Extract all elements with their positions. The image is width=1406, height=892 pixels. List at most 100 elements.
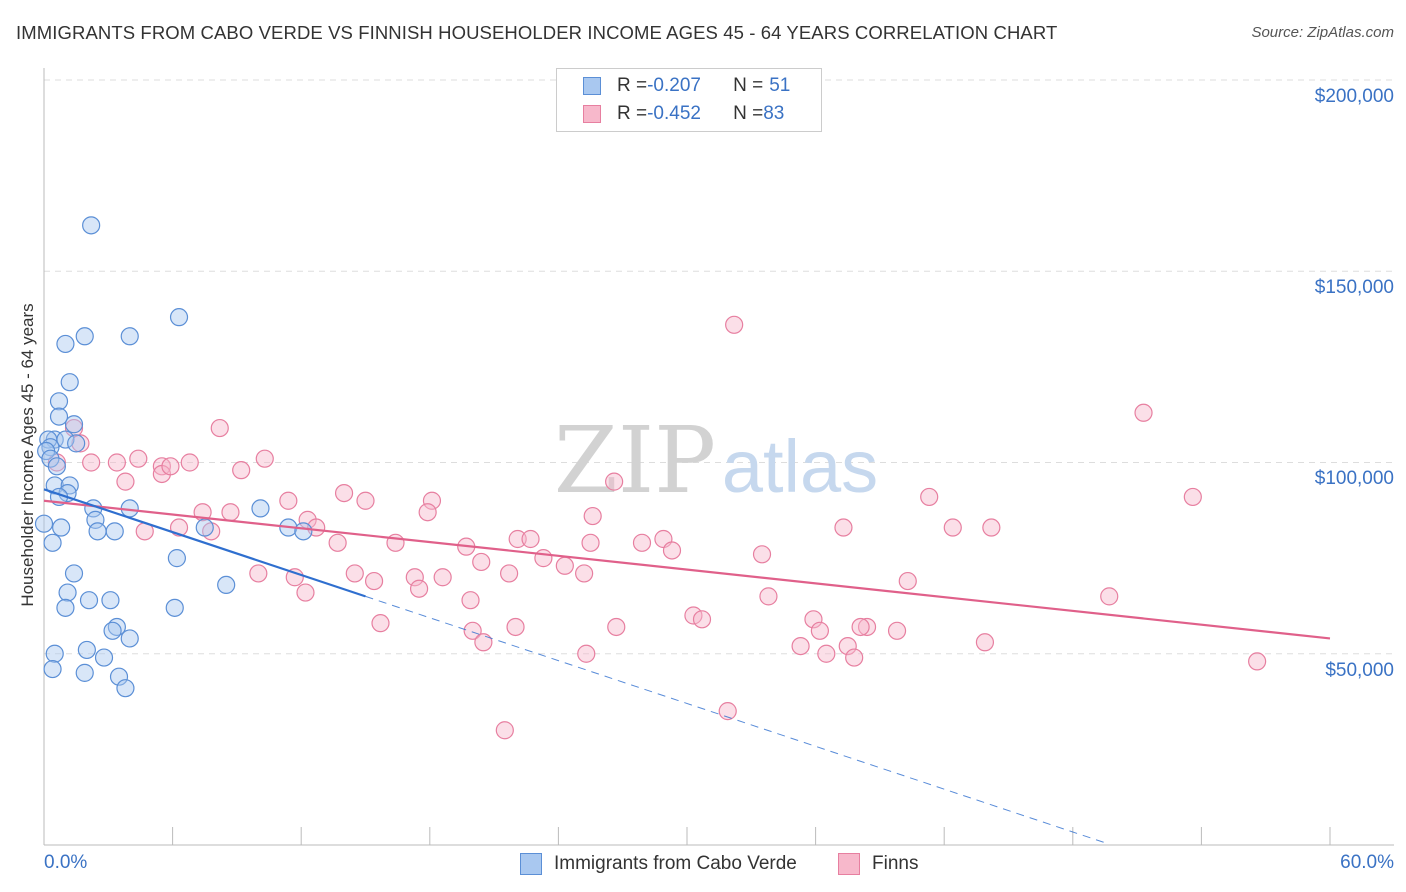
data-point (857, 617, 877, 637)
data-point (472, 552, 491, 572)
data-point (105, 522, 124, 541)
legend-item-cabo-verde: Immigrants from Cabo Verde (520, 852, 797, 876)
data-point (165, 598, 184, 617)
data-point (232, 461, 251, 480)
data-point (221, 503, 240, 522)
legend-swatch-blue (520, 853, 542, 875)
legend-swatch-blue (583, 77, 601, 95)
legend-row-finns: R = -0.452 N = 83 (583, 102, 784, 126)
data-point (328, 533, 347, 552)
y-tick-label: $150,000 (1314, 277, 1394, 298)
data-point (52, 518, 71, 537)
data-point (103, 621, 122, 640)
data-point (120, 327, 139, 346)
data-point (725, 315, 744, 334)
data-point (887, 621, 907, 640)
data-point (500, 564, 519, 583)
finns-trendline (43, 499, 1331, 640)
n-label: N = (733, 103, 764, 124)
data-point (58, 484, 77, 503)
data-point (180, 453, 199, 472)
data-point (583, 506, 602, 526)
gridlines (44, 79, 1394, 655)
data-point (120, 629, 139, 648)
data-point (810, 621, 829, 640)
x-tick-label-min: 0.0% (44, 852, 88, 873)
data-point (508, 529, 527, 549)
data-point (161, 457, 180, 476)
data-point (804, 610, 823, 629)
data-point (345, 564, 364, 583)
legend-swatch-pink (583, 105, 601, 123)
data-point (64, 564, 84, 583)
trendlines (43, 488, 1331, 844)
data-point (217, 575, 236, 595)
data-point (495, 721, 514, 740)
legend-swatch-pink (838, 853, 860, 875)
data-point (356, 491, 375, 510)
data-point (534, 549, 553, 568)
data-point (249, 564, 268, 583)
watermark-atlas: atlas (722, 425, 878, 508)
data-point (838, 636, 857, 656)
data-point (116, 472, 135, 491)
data-point (1183, 487, 1202, 507)
data-point (718, 702, 737, 721)
data-point (791, 636, 810, 656)
n-value: 83 (763, 103, 785, 124)
data-point (82, 216, 101, 235)
data-point (920, 487, 939, 507)
data-point (60, 373, 79, 392)
data-point (851, 617, 870, 637)
data-point (75, 327, 94, 346)
data-point (334, 484, 354, 503)
legend-label: Immigrants from Cabo Verde (554, 853, 797, 874)
legend-row-cabo-verde: R = -0.207 N = 51 (583, 74, 790, 98)
data-point (101, 591, 120, 610)
data-point (607, 617, 626, 637)
data-point (632, 533, 652, 552)
data-point (521, 529, 540, 549)
cabo-verde-points (34, 216, 313, 698)
data-point (575, 564, 594, 583)
data-point (581, 533, 600, 552)
data-point (43, 533, 62, 552)
data-point (49, 407, 69, 426)
data-point (1100, 587, 1119, 606)
data-point (58, 583, 77, 602)
watermark-zip: ZIP (554, 407, 716, 514)
data-point (45, 644, 64, 663)
data-point (71, 434, 90, 453)
data-point (34, 514, 54, 533)
data-point (943, 518, 962, 537)
data-point (251, 499, 270, 518)
data-point (577, 644, 596, 663)
source-label: Source: ZipAtlas.com (1251, 24, 1394, 41)
data-point (77, 640, 96, 660)
data-point (64, 415, 84, 434)
data-point (109, 667, 129, 686)
data-point (294, 522, 313, 541)
data-point (684, 606, 703, 625)
r-label: R = (617, 75, 648, 96)
data-point (210, 418, 229, 438)
data-point (759, 587, 778, 606)
data-point (364, 571, 384, 591)
data-point (418, 503, 437, 522)
data-point (88, 522, 107, 541)
data-point (692, 610, 712, 629)
data-point (56, 598, 75, 617)
data-point (834, 518, 853, 537)
y-axis-label: Householder Income Ages 45 - 64 years (18, 303, 37, 607)
data-point (169, 308, 189, 327)
data-point (982, 518, 1001, 537)
data-point (255, 449, 274, 468)
r-value: -0.452 (647, 103, 701, 124)
data-point (296, 583, 315, 602)
data-point (555, 556, 574, 575)
cabo-verde-trendline (43, 488, 366, 598)
r-label: R = (617, 103, 648, 124)
data-point (47, 457, 66, 476)
data-point (49, 392, 69, 411)
